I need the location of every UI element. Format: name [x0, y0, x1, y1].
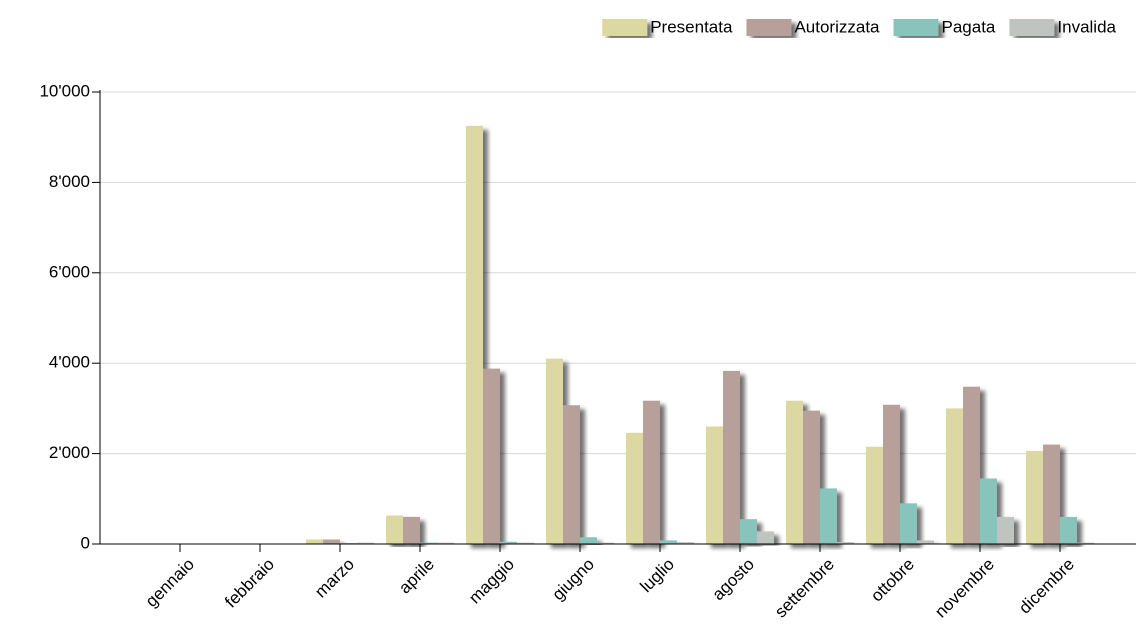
bar: [757, 531, 774, 544]
x-tick-label: settembre: [771, 555, 838, 622]
x-tick-label: febbraio: [221, 555, 278, 612]
bar: [946, 408, 963, 544]
y-tick-label: 10'000: [39, 81, 90, 100]
bar: [500, 541, 517, 544]
y-tick-label: 4'000: [49, 353, 90, 372]
bar: [963, 386, 980, 544]
x-tick-label: gennaio: [142, 555, 198, 611]
x-tick-label: giugno: [548, 555, 598, 605]
bar: [677, 542, 694, 544]
bar: [786, 400, 803, 544]
legend-label: Invalida: [1057, 17, 1116, 36]
x-tick-label: aprile: [395, 555, 438, 598]
y-tick-label: 0: [81, 533, 90, 552]
bar: [1043, 444, 1060, 544]
bar: [580, 537, 597, 544]
y-tick-label: 8'000: [49, 172, 90, 191]
bar: [837, 542, 854, 544]
bar: [403, 516, 420, 544]
bar: [660, 540, 677, 544]
bar: [420, 542, 437, 544]
y-tick-label: 2'000: [49, 443, 90, 462]
bar: [517, 542, 534, 544]
bar: [917, 540, 934, 544]
bar: [386, 515, 403, 544]
bar: [820, 488, 837, 544]
bar: [866, 446, 883, 544]
legend-swatch: [746, 19, 792, 36]
bar: [323, 539, 340, 544]
bar: [883, 404, 900, 544]
legend-swatch: [893, 19, 939, 36]
bar: [357, 542, 374, 544]
legend-swatch: [602, 19, 648, 36]
y-tick-label: 6'000: [49, 262, 90, 281]
bar: [1060, 516, 1077, 544]
bar: [563, 405, 580, 544]
bar: [626, 432, 643, 544]
bar: [1077, 542, 1094, 544]
bar: [1026, 450, 1043, 544]
legend-label: Pagata: [942, 17, 996, 36]
x-tick-label: agosto: [708, 555, 758, 605]
bar: [643, 400, 660, 544]
bar: [546, 358, 563, 544]
bar: [723, 370, 740, 544]
legend-label: Presentata: [650, 17, 733, 36]
bar: [740, 519, 757, 544]
bar: [597, 542, 614, 544]
x-tick-label: ottobre: [867, 555, 918, 606]
bar: [483, 368, 500, 544]
bar: [900, 503, 917, 544]
x-tick-label: luglio: [636, 555, 678, 597]
x-tick-label: novembre: [931, 555, 998, 622]
bar: [466, 125, 483, 545]
legend-swatch: [1009, 19, 1055, 36]
bar: [997, 516, 1014, 544]
bar: [980, 478, 997, 544]
legend-label: Autorizzata: [794, 17, 880, 36]
x-tick-label: dicembre: [1015, 555, 1078, 618]
bar: [306, 539, 323, 544]
bar: [803, 410, 820, 544]
bar: [437, 542, 454, 544]
x-tick-label: marzo: [311, 555, 358, 602]
bar: [706, 426, 723, 544]
x-tick-label: maggio: [465, 555, 518, 608]
